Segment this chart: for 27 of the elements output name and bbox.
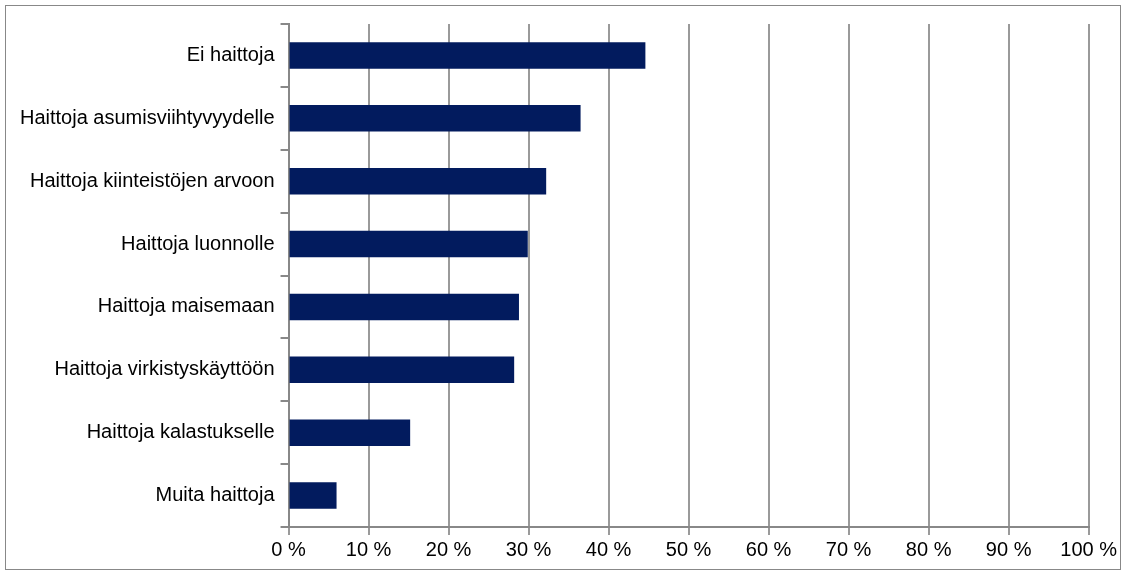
x-tick-label: 40 %	[585, 537, 632, 560]
bar	[289, 356, 515, 384]
x-tick-label: 90 %	[985, 537, 1032, 560]
x-tick-label: 10 %	[345, 537, 392, 560]
x-tick-label: 80 %	[905, 537, 952, 560]
y-tick-label: Haittoja maisemaan	[97, 294, 275, 317]
y-tick-label: Ei haittoja	[186, 42, 276, 65]
y-tick-label: Haittoja kiinteistöjen arvoon	[29, 168, 275, 191]
bar	[289, 105, 581, 132]
x-tick-label: 50 %	[665, 537, 712, 560]
y-tick-label: Haittoja luonnolle	[121, 231, 275, 254]
x-tick-label: 100 %	[1060, 537, 1118, 560]
bar	[289, 293, 519, 321]
x-tick-label: 0 %	[271, 537, 306, 560]
y-tick-label: Muita haittoja	[155, 483, 276, 506]
y-tick-label: Haittoja kalastukselle	[86, 420, 275, 443]
bar	[289, 42, 646, 69]
bar	[289, 419, 411, 446]
y-tick-label: Haittoja virkistyskäyttöön	[54, 357, 275, 380]
bar	[289, 230, 528, 258]
y-tick-label: Haittoja asumisviihtyvyydelle	[19, 105, 275, 128]
x-tick-label: 60 %	[745, 537, 792, 560]
bar	[289, 167, 547, 195]
bar	[289, 482, 337, 509]
x-tick-label: 20 %	[425, 537, 472, 560]
x-tick-label: 30 %	[505, 537, 552, 560]
x-tick-label: 70 %	[825, 537, 872, 560]
